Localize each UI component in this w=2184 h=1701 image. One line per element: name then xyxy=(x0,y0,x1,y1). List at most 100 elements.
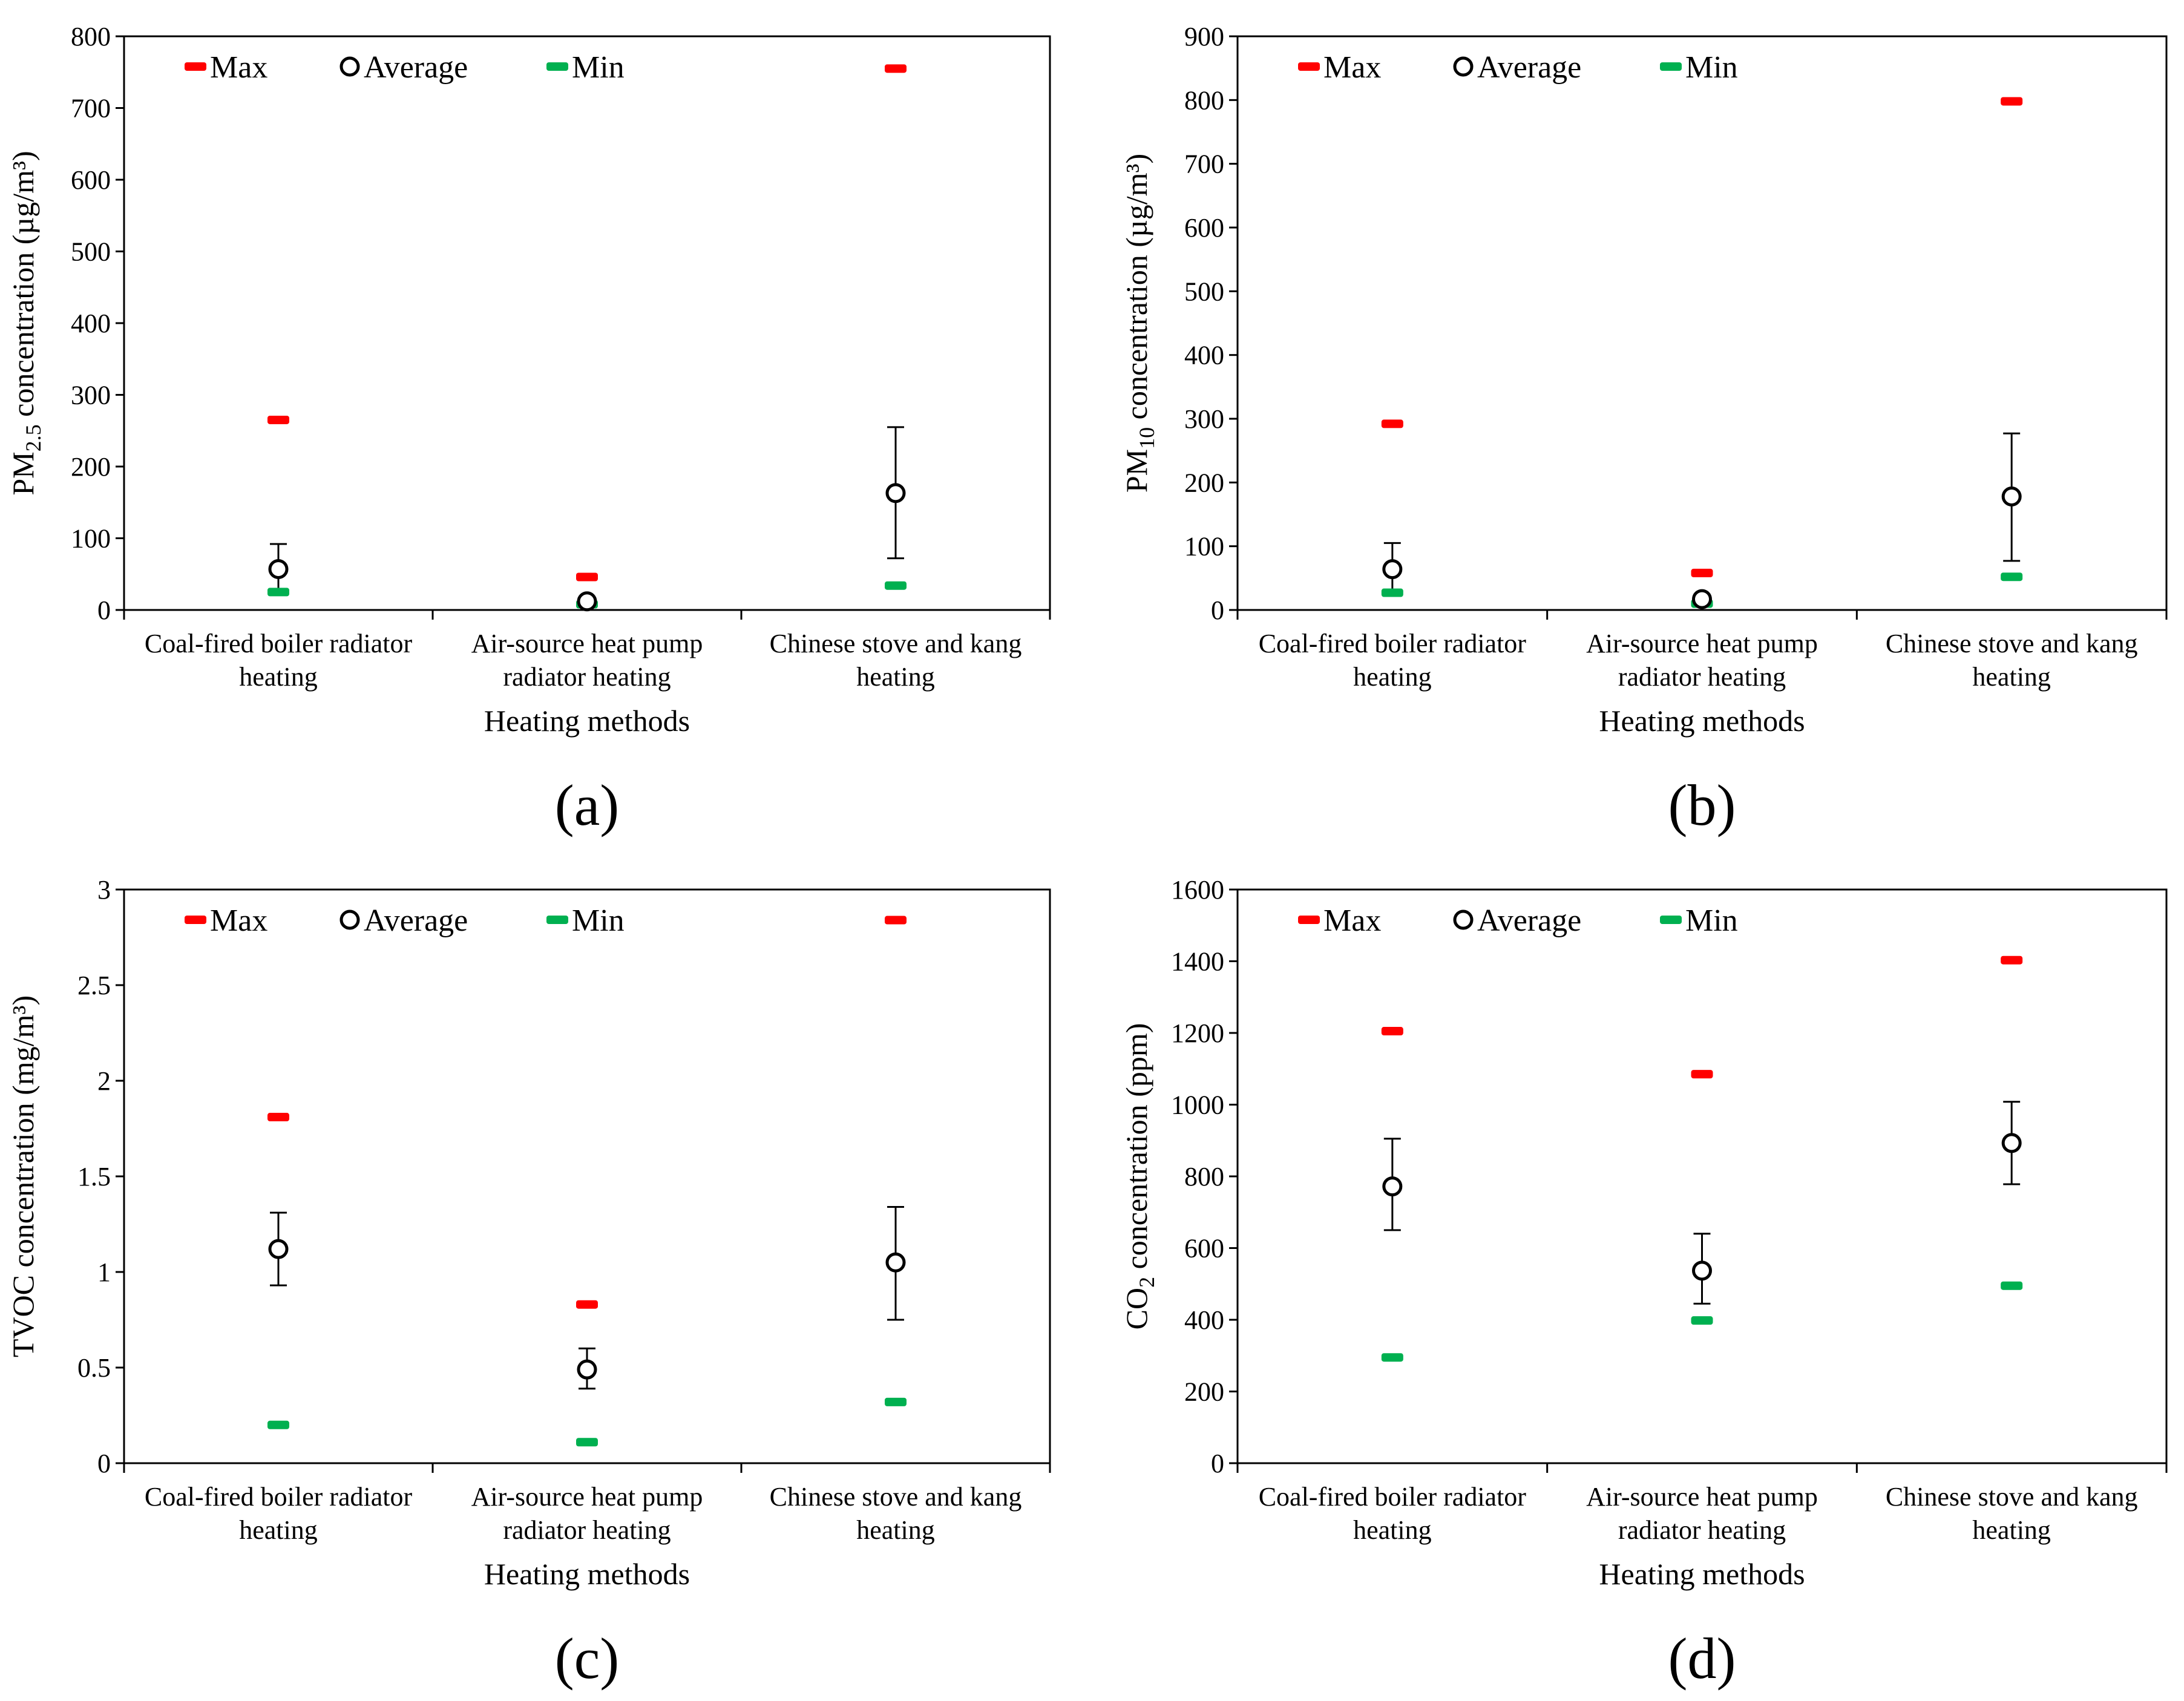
min-point xyxy=(1381,1353,1403,1362)
category-label: Air-source heat pump xyxy=(1586,1482,1818,1512)
category-label: heating xyxy=(1972,1515,2051,1545)
panel-label: (b) xyxy=(1668,773,1736,837)
plot-frame xyxy=(123,35,1051,611)
y-tick-label: 800 xyxy=(1184,85,1224,115)
y-tick-label: 1.5 xyxy=(77,1162,111,1191)
max-point xyxy=(885,64,907,73)
category-label: heating xyxy=(1972,662,2051,692)
y-axis-title-subscript: 10 xyxy=(1135,427,1159,449)
max-point xyxy=(267,415,289,424)
legend-min-label: Min xyxy=(1685,50,1738,85)
y-tick-label: 500 xyxy=(71,237,111,267)
category-label: radiator heating xyxy=(1618,1515,1786,1545)
min-point xyxy=(576,1438,598,1447)
y-tick-label: 400 xyxy=(71,309,111,338)
legend-average-marker xyxy=(339,909,360,930)
legend-min-marker xyxy=(546,916,568,924)
legend-max-marker xyxy=(1298,62,1320,71)
y-tick-label: 400 xyxy=(1184,341,1224,370)
y-tick-label: 700 xyxy=(71,94,111,123)
legend-average-marker xyxy=(1453,56,1474,77)
y-tick-label: 0.5 xyxy=(77,1353,111,1383)
category-label: Coal-fired boiler radiator xyxy=(1259,1482,1527,1512)
category-label: heating xyxy=(239,1515,318,1545)
y-axis-title-main: CO xyxy=(1120,1288,1153,1329)
y-tick-label: 100 xyxy=(1184,532,1224,562)
min-point xyxy=(267,588,289,597)
y-tick-label: 1 xyxy=(97,1257,111,1287)
category-label: radiator heating xyxy=(1618,662,1786,692)
panel-label: (c) xyxy=(555,1626,620,1691)
legend-average-label: Average xyxy=(1477,903,1581,938)
average-point xyxy=(577,591,597,612)
category-label: Chinese stove and kang xyxy=(1886,629,2138,658)
category-label: Coal-fired boiler radiator xyxy=(1259,629,1527,658)
average-point xyxy=(1692,1260,1712,1281)
y-axis-title: CO2 concentration (ppm) xyxy=(1120,1023,1159,1330)
y-axis-title: PM2.5 concentration (µg/m³) xyxy=(6,151,45,495)
category-label: Air-source heat pump xyxy=(1586,629,1818,658)
x-axis-title: Heating methods xyxy=(484,704,690,738)
min-point xyxy=(267,1420,289,1429)
legend-min-marker xyxy=(1660,62,1682,71)
y-axis-title-rest: concentration (µg/m³) xyxy=(1120,154,1153,427)
y-tick-label: 2.5 xyxy=(77,971,111,1000)
y-tick-label: 200 xyxy=(1184,1377,1224,1407)
category-label: Chinese stove and kang xyxy=(1886,1482,2138,1512)
legend-max-marker xyxy=(1298,916,1320,924)
average-point xyxy=(1382,559,1403,580)
max-point xyxy=(2001,955,2023,965)
y-axis-title: TVOC concentration (mg/m³) xyxy=(6,995,40,1357)
x-axis-title: Heating methods xyxy=(1599,1557,1805,1591)
average-point xyxy=(885,483,906,503)
legend-max-marker xyxy=(185,916,206,924)
average-point xyxy=(2001,1133,2022,1153)
max-point xyxy=(1381,1027,1403,1036)
min-point xyxy=(2001,572,2023,582)
legend-average-label: Average xyxy=(1477,50,1581,85)
legend-max-label: Max xyxy=(210,50,267,85)
x-axis-title: Heating methods xyxy=(1599,704,1805,738)
plot-frame xyxy=(1236,35,2168,611)
y-tick-label: 100 xyxy=(71,524,111,554)
legend-max-label: Max xyxy=(1323,903,1381,938)
max-point xyxy=(2001,97,2023,106)
legend-max-label: Max xyxy=(1323,50,1381,85)
legend-min-label: Min xyxy=(1685,903,1738,938)
y-axis-title-rest: concentration (ppm) xyxy=(1120,1023,1153,1277)
y-axis-title-rest: concentration (µg/m³) xyxy=(6,151,40,424)
panel-label: (a) xyxy=(555,773,620,837)
min-point xyxy=(885,581,907,590)
category-label: Coal-fired boiler radiator xyxy=(145,1482,413,1512)
y-tick-label: 1400 xyxy=(1171,947,1224,977)
y-tick-label: 600 xyxy=(1184,1234,1224,1263)
y-tick-label: 0 xyxy=(1211,1449,1224,1478)
legend-min-label: Min xyxy=(572,50,625,85)
y-tick-label: 600 xyxy=(1184,213,1224,243)
y-axis-title: PM10 concentration (µg/m³) xyxy=(1120,154,1159,493)
plot-frame xyxy=(1236,888,2168,1464)
legend-average-marker xyxy=(1453,909,1474,930)
min-point xyxy=(885,1397,907,1406)
max-point xyxy=(267,1113,289,1122)
category-label: Air-source heat pump xyxy=(471,1482,703,1512)
y-tick-label: 0 xyxy=(97,595,111,625)
category-label: heating xyxy=(1353,662,1432,692)
category-label: heating xyxy=(1353,1515,1432,1545)
panel-a: 0 100 200 300 400 500 600 700 800 Coal-fired boil… xyxy=(6,22,1051,837)
y-tick-label: 400 xyxy=(1184,1305,1224,1335)
legend-max-marker xyxy=(185,62,206,71)
y-tick-label: 2 xyxy=(97,1066,111,1096)
legend-min-marker xyxy=(546,62,568,71)
y-tick-label: 600 xyxy=(71,165,111,195)
y-axis-title-main: PM xyxy=(1120,449,1153,493)
panel-label: (d) xyxy=(1668,1626,1736,1691)
legend-min-label: Min xyxy=(572,903,625,938)
y-tick-label: 3 xyxy=(97,875,111,905)
max-point xyxy=(1381,419,1403,428)
legend-average-marker xyxy=(339,56,360,77)
legend-average-label: Average xyxy=(364,903,468,938)
category-label: radiator heating xyxy=(503,1515,671,1545)
